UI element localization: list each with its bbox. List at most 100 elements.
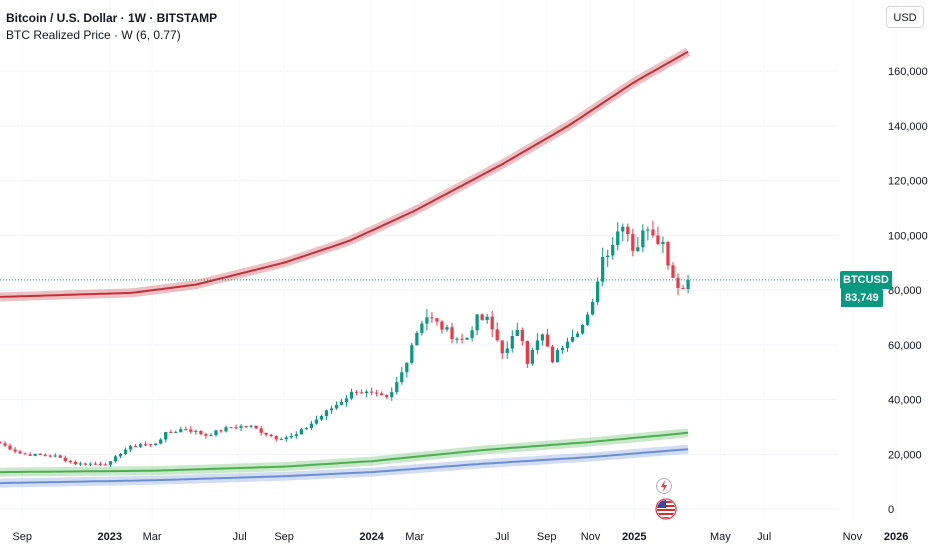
candle-body (334, 404, 339, 409)
realized-band-line (0, 431, 689, 474)
candle-body (420, 323, 424, 333)
y-tick-label: 140,000 (888, 121, 928, 133)
candle-body (118, 453, 123, 457)
x-tick-label: 2025 (622, 531, 646, 543)
candle-body (455, 338, 459, 340)
candle-body (390, 392, 394, 397)
candle-body (78, 463, 82, 465)
candle-body (354, 391, 359, 393)
candle-body (0, 442, 2, 444)
candle-body (88, 463, 93, 465)
candle-body (370, 391, 374, 393)
candle-body (314, 419, 319, 424)
candle-body (13, 449, 17, 452)
candle-body (490, 316, 494, 330)
candle-body (555, 350, 560, 363)
candle-body (164, 431, 168, 440)
candle-body (520, 330, 524, 341)
realized-band-line (0, 448, 689, 485)
x-tick-label: Sep (537, 531, 557, 543)
candle-body (681, 287, 685, 289)
candle-body (380, 393, 384, 396)
candle-body (108, 461, 113, 465)
candle-body (349, 391, 354, 399)
candle-body (580, 324, 585, 334)
candle-body (410, 345, 414, 363)
y-tick-label: 20,000 (888, 449, 922, 461)
x-tick-label: Sep (274, 531, 294, 543)
candle-body (485, 316, 489, 321)
candle-body (319, 416, 324, 420)
last-price-label: BTCUSD83,749 (840, 270, 932, 307)
candle-body (359, 392, 364, 394)
symbol-title[interactable]: Bitcoin / U.S. Dollar · 1W · BITSTAMP (6, 11, 218, 25)
x-axis: Sep 2023 Mar Jul Sep 2024 Mar Jul Sep Nov 2025 May J… (12, 531, 908, 543)
candle-body (440, 321, 444, 330)
candle-body (570, 336, 575, 342)
candle-body (435, 318, 439, 322)
candle-body (244, 426, 248, 428)
candle-body (138, 444, 143, 447)
candle-body (8, 445, 12, 450)
candle-body (616, 231, 620, 245)
x-tick-label: Mar (405, 531, 424, 543)
us-flag-event-icon[interactable] (655, 498, 677, 520)
x-tick-label: May (710, 531, 731, 543)
candle-body (199, 430, 203, 435)
x-tick-label: Mar (143, 531, 162, 543)
candle-body (18, 451, 22, 454)
candle-body (98, 463, 103, 465)
candle-body (530, 350, 534, 364)
lightning-event-icon[interactable] (655, 477, 673, 495)
candle-body (249, 425, 253, 427)
candle-body (626, 226, 630, 235)
candle-body (545, 334, 550, 347)
candle-body (274, 436, 278, 440)
last-price-symbol: BTCUSD (840, 270, 892, 289)
last-price-value: 83,749 (841, 288, 883, 307)
candle-body (48, 455, 52, 457)
candle-body (159, 439, 163, 444)
candle-body (364, 391, 369, 394)
candle-body (515, 330, 519, 337)
candle-body (596, 281, 600, 303)
y-tick-label: 120,000 (888, 176, 928, 188)
x-tick-label: Jul (233, 531, 247, 543)
candle-body (460, 338, 464, 340)
x-tick-label: Nov (581, 531, 601, 543)
candle-body (651, 229, 655, 236)
candle-body (375, 392, 379, 394)
chart-legend: Bitcoin / U.S. Dollar · 1W · BITSTAMP BT… (6, 10, 217, 44)
y-tick-label: 0 (888, 504, 894, 516)
candle-body (68, 460, 72, 462)
y-axis: 0 20,000 40,000 60,000 80,000 100,000 120,000 1… (888, 66, 928, 516)
candle-body (123, 449, 128, 454)
y-tick-label: 100,000 (888, 230, 928, 242)
candle-body (329, 408, 334, 411)
candle-body (450, 327, 454, 340)
candle-body (38, 453, 42, 455)
candle-body (184, 429, 188, 431)
candle-body (465, 337, 469, 340)
candle-body (470, 330, 474, 338)
candle-body (239, 426, 243, 428)
indicator-title[interactable]: BTC Realized Price · W (6, 0.77) (6, 28, 181, 42)
candle-body (234, 427, 238, 429)
candle-body (214, 430, 218, 436)
candle-body (113, 456, 118, 462)
y-tick-label: 60,000 (888, 340, 922, 352)
candle-body (58, 455, 62, 458)
candle-body (395, 382, 399, 393)
candle-body (103, 464, 108, 466)
grid-layer (0, 70, 838, 510)
y-tick-label: 40,000 (888, 395, 922, 407)
realized-band-glow (0, 47, 691, 302)
candle-body (229, 427, 233, 429)
currency-button[interactable]: USD (886, 6, 924, 28)
candle-body (425, 317, 429, 324)
candle-body (83, 463, 88, 465)
y-tick-label: 80,000 (888, 285, 922, 297)
candle-body (279, 439, 283, 441)
candle-body (621, 226, 625, 232)
